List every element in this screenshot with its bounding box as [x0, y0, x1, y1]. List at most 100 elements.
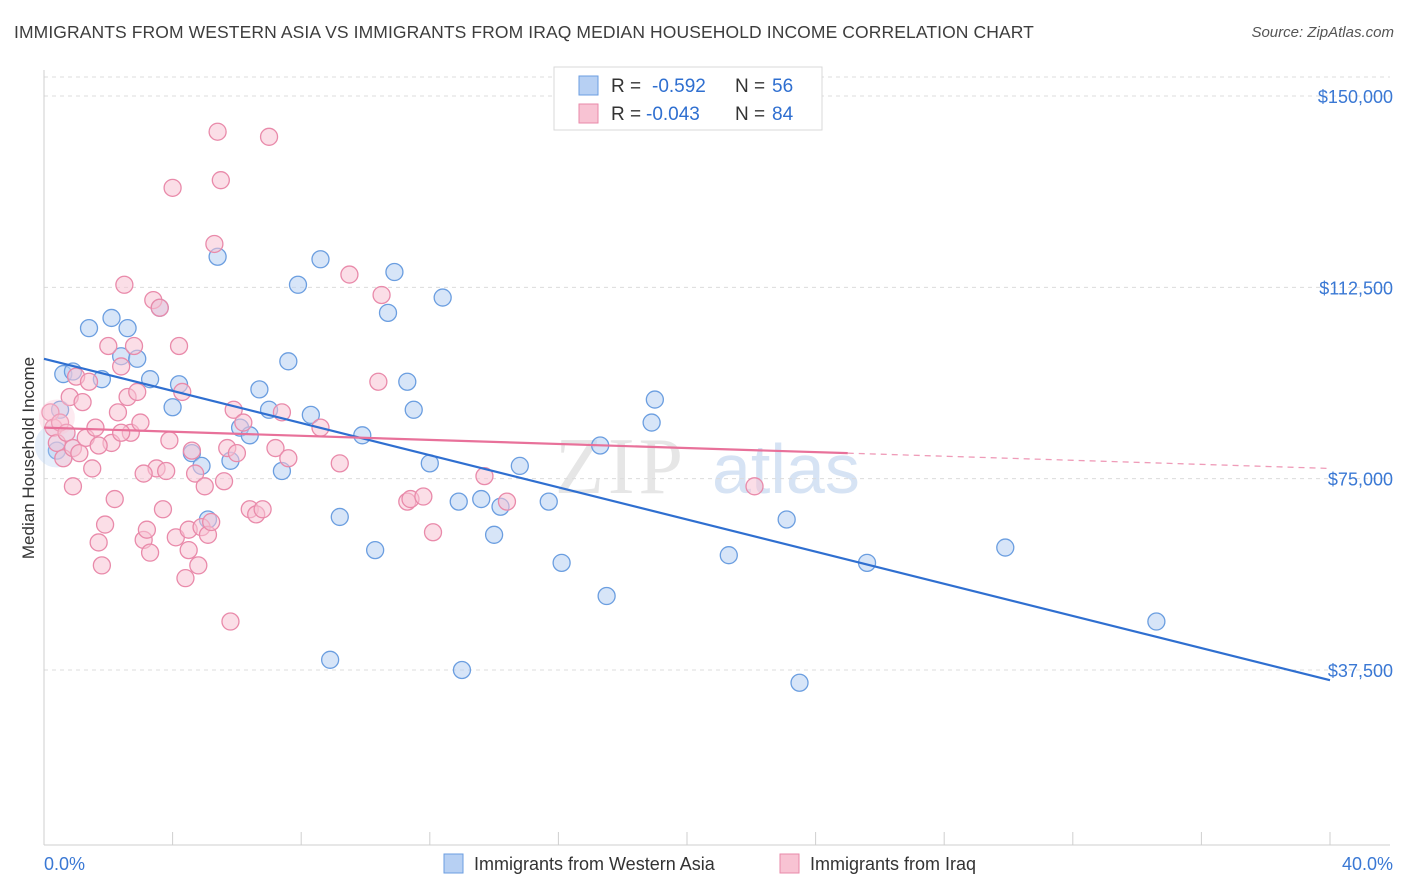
western_asia-point-31	[365, 540, 385, 560]
iraq-point-21	[108, 403, 128, 422]
y-tick-label-150000: $150,000	[1318, 87, 1393, 107]
iraq-point-78	[745, 477, 764, 496]
western_asia-point-48	[642, 413, 661, 432]
y-tick-label-112500: $112,500	[1319, 278, 1393, 298]
western_asia-point-38	[449, 492, 468, 511]
iraq-cluster	[38, 399, 75, 436]
iraq-point-66	[279, 449, 298, 468]
watermark-zip: ZIP	[555, 423, 687, 511]
stats-n-value-western-asia: 56	[772, 76, 793, 97]
iraq-point-81	[112, 423, 131, 442]
western_asia-point-43	[510, 456, 529, 476]
series-iraq-points	[38, 122, 764, 631]
western_asia-point-54	[996, 538, 1015, 557]
watermark-atlas: atlas	[712, 430, 860, 508]
western_asia-point-49	[645, 390, 664, 409]
iraq-point-26	[124, 336, 144, 356]
iraq-point-50	[202, 512, 221, 532]
iraq-point-82	[63, 477, 83, 496]
iraq-point-46	[189, 556, 208, 575]
watermark: ZIP atlas	[555, 423, 860, 511]
stats-swatch-western-asia	[578, 75, 599, 96]
iraq-point-12	[79, 372, 99, 391]
iraq-point-44	[182, 441, 202, 460]
iraq-point-36	[157, 461, 176, 481]
stats-swatch-iraq	[578, 103, 599, 124]
iraq-point-34	[150, 298, 169, 317]
iraq-point-17	[95, 515, 115, 534]
western_asia-point-41	[484, 525, 504, 544]
trend-line-western-asia	[43, 357, 1331, 682]
iraq-point-64	[266, 438, 285, 458]
iraq-point-48	[195, 477, 214, 496]
stats-box: R = -0.592 N = 56 R = -0.043 N = 84	[553, 66, 823, 131]
western_asia-point-51	[777, 510, 796, 529]
iraq-point-30	[137, 520, 157, 539]
iraq-point-18	[99, 336, 118, 356]
iraq-point-51	[205, 234, 224, 254]
western_asia-point-35	[404, 400, 423, 419]
iraq-point-28	[131, 413, 150, 432]
iraq-point-59	[234, 413, 253, 432]
trend-line-iraq-extension	[847, 452, 1331, 470]
western_asia-point-47	[597, 586, 616, 606]
western_asia-point-6	[102, 308, 121, 328]
western_asia-point-40	[472, 489, 491, 509]
iraq-point-31	[140, 543, 160, 562]
legend-label-western-asia: Immigrants from Western Asia	[474, 854, 716, 874]
trend-lines	[43, 357, 1331, 682]
iraq-point-23	[115, 275, 134, 294]
y-tick-labels: $37,500 $75,000 $112,500 $150,000	[1318, 87, 1393, 681]
iraq-point-74	[414, 487, 433, 506]
iraq-point-69	[340, 265, 359, 284]
x-tick-label-max: 40.0%	[1342, 854, 1393, 874]
western_asia-point-28	[320, 650, 340, 669]
iraq-point-54	[214, 472, 234, 491]
iraq-point-62	[253, 500, 272, 519]
stats-r-label-western-asia: R =	[611, 76, 641, 97]
western_asia-point-8	[118, 319, 137, 338]
iraq-point-14	[86, 418, 105, 437]
y-axis-title: Median Household Income	[19, 357, 38, 559]
iraq-point-27	[128, 382, 147, 402]
iraq-point-35	[153, 500, 173, 519]
iraq-point-40	[169, 336, 189, 356]
iraq-point-16	[92, 556, 112, 575]
legend-label-iraq: Immigrants from Iraq	[810, 854, 976, 874]
iraq-point-80	[89, 436, 108, 455]
iraq-point-76	[475, 466, 494, 486]
iraq-point-68	[330, 454, 349, 473]
western_asia-point-30	[353, 426, 372, 445]
legend: Immigrants from Western Asia Immigrants …	[443, 853, 976, 874]
western_asia-point-45	[552, 553, 571, 573]
iraq-point-83	[179, 540, 198, 560]
stats-n-value-iraq: 84	[772, 104, 794, 125]
western_asia-point-26	[301, 405, 320, 425]
iraq-point-71	[372, 285, 391, 305]
iraq-point-63	[259, 127, 279, 146]
legend-swatch-iraq	[779, 853, 800, 874]
iraq-point-79	[134, 464, 153, 483]
iraq-point-70	[369, 372, 388, 391]
western_asia-point-33	[385, 262, 404, 282]
western_asia-point-50	[719, 546, 738, 565]
western_asia-point-39	[452, 660, 472, 680]
stats-r-value-iraq: -0.043	[646, 104, 700, 125]
western_asia-point-55	[1147, 612, 1166, 631]
x-tick-label-min: 0.0%	[44, 854, 85, 874]
iraq-point-58	[227, 444, 247, 463]
legend-swatch-western-asia	[443, 853, 464, 874]
iraq-point-77	[497, 492, 517, 511]
western_asia-point-52	[790, 673, 809, 692]
stats-n-label-western-asia: N =	[735, 76, 765, 97]
stats-r-label-iraq: R =	[611, 104, 641, 125]
western_asia-point-24	[279, 352, 298, 371]
source-credit: Source: ZipAtlas.com	[1251, 24, 1394, 41]
iraq-point-56	[221, 612, 240, 631]
iraq-point-9	[70, 444, 89, 463]
western_asia-point-25	[288, 275, 308, 294]
western_asia-point-12	[163, 398, 182, 417]
iraq-point-22	[112, 357, 131, 376]
western_asia-point-4	[79, 319, 99, 338]
